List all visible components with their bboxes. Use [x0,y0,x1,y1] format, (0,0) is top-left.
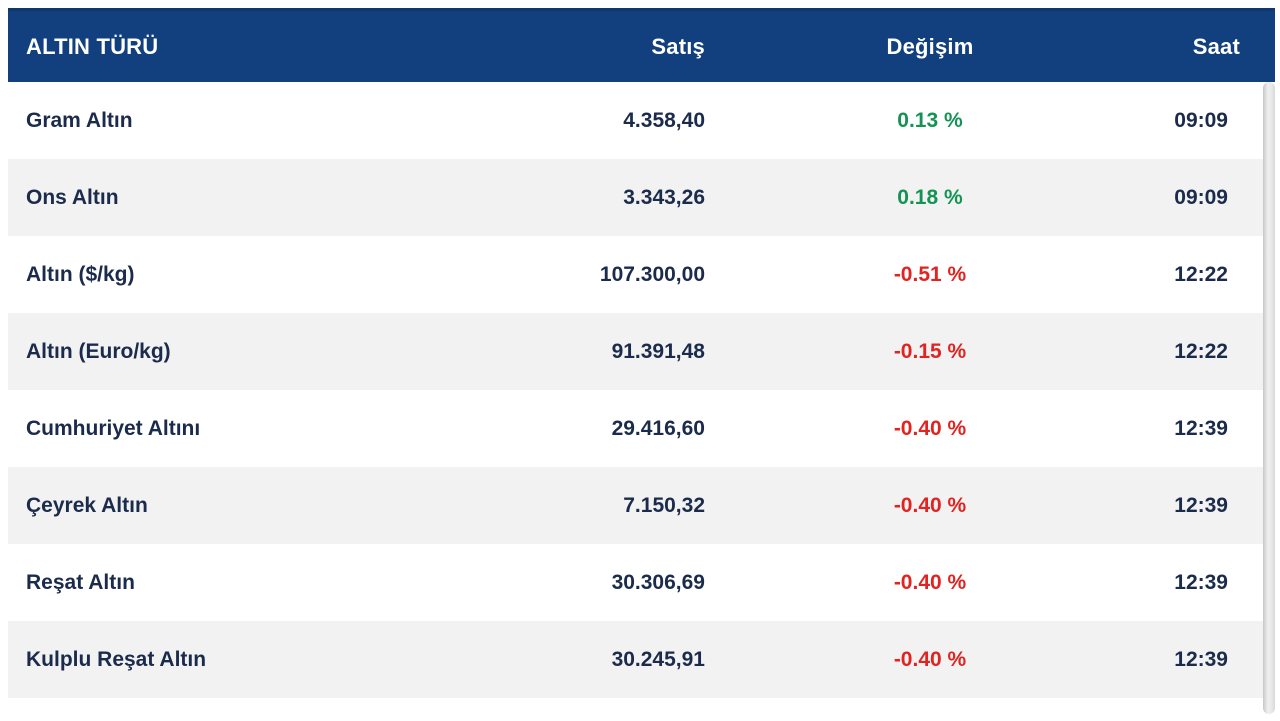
time-cell: 12:22 [1174,262,1228,286]
column-header-saat: Saat [1192,33,1240,59]
change-percent-cell: -0.40 % [893,416,967,440]
table-row[interactable]: Kulplu Reşat Altın 30.245,91 -0.40 % 12:39 [8,621,1263,698]
table-body: Gram Altın 4.358,40 0.13 % 09:09 Ons Altın 3.… [8,82,1263,698]
table-row[interactable]: Çeyrek Altın 7.150,32 -0.40 % 12:39 [8,467,1263,544]
gold-type-cell: Altın ($/kg) [26,262,135,286]
gold-type-cell: Çeyrek Altın [26,493,148,517]
change-percent-cell: 0.18 % [897,185,963,209]
sell-price-cell: 30.306,69 [611,570,705,594]
time-cell: 12:39 [1174,416,1228,440]
sell-price-cell: 7.150,32 [623,493,705,517]
table-row[interactable]: Altın ($/kg) 107.300,00 -0.51 % 12:22 [8,236,1263,313]
sell-price-cell: 91.391,48 [611,339,705,363]
sell-price-cell: 29.416,60 [611,416,705,440]
gold-type-cell: Reşat Altın [26,570,135,594]
change-percent-cell: -0.51 % [893,262,967,286]
time-cell: 12:39 [1174,493,1228,517]
sell-price-cell: 107.300,00 [599,262,705,286]
gold-type-cell: Ons Altın [26,185,119,209]
column-header-satis: Satış [651,33,705,59]
change-percent-cell: -0.40 % [893,647,967,671]
gold-type-cell: Gram Altın [26,108,133,132]
table-row[interactable]: Altın (Euro/kg) 91.391,48 -0.15 % 12:22 [8,313,1263,390]
sell-price-cell: 30.245,91 [611,647,705,671]
sell-price-cell: 4.358,40 [623,108,705,132]
change-percent-cell: -0.40 % [893,570,967,594]
table-row[interactable]: Reşat Altın 30.306,69 -0.40 % 12:39 [8,544,1263,621]
table-row[interactable]: Gram Altın 4.358,40 0.13 % 09:09 [8,82,1263,159]
change-percent-cell: 0.13 % [897,108,963,132]
gold-type-cell: Kulplu Reşat Altın [26,647,207,671]
time-cell: 12:39 [1174,647,1228,671]
table-row[interactable]: Cumhuriyet Altını 29.416,60 -0.40 % 12:39 [8,390,1263,467]
time-cell: 09:09 [1174,185,1228,209]
time-cell: 12:22 [1174,339,1228,363]
gold-type-cell: Cumhuriyet Altını [26,416,201,440]
time-cell: 12:39 [1174,570,1228,594]
column-header-altin-turu: ALTIN TÜRÜ [26,33,159,59]
vertical-scrollbar[interactable] [1263,82,1275,714]
change-percent-cell: -0.15 % [893,339,967,363]
gold-price-table: ALTIN TÜRÜ Satış Değişim Saat Gram Altın… [8,8,1275,714]
gold-type-cell: Altın (Euro/kg) [26,339,171,363]
column-header-degisim: Değişim [886,33,974,59]
time-cell: 09:09 [1174,108,1228,132]
change-percent-cell: -0.40 % [893,493,967,517]
table-row[interactable]: Ons Altın 3.343,26 0.18 % 09:09 [8,159,1263,236]
table-header: ALTIN TÜRÜ Satış Değişim Saat [8,8,1275,82]
sell-price-cell: 3.343,26 [623,185,705,209]
